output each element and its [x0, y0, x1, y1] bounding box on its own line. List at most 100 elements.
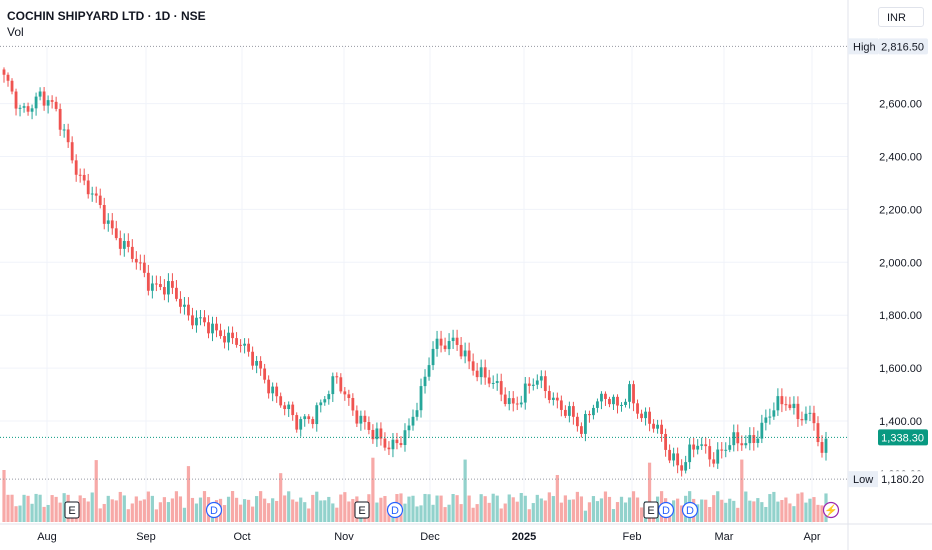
candle-body [363, 415, 367, 423]
candle-body [539, 376, 543, 381]
candle-body [736, 432, 740, 444]
dividend-marker[interactable]: D [657, 501, 675, 519]
volume-bar [551, 496, 555, 522]
volume-bar [134, 496, 138, 522]
candle-body [575, 416, 579, 427]
x-tick-label: Apr [803, 531, 820, 543]
candle-body [415, 410, 419, 417]
candle-body [323, 399, 327, 403]
candle-body [624, 401, 627, 405]
candle-body [804, 413, 808, 421]
volume-bar [579, 496, 584, 522]
candle-body [668, 449, 672, 461]
volume-bar [627, 497, 632, 522]
candle-body [612, 396, 615, 405]
candle-body [379, 428, 383, 439]
volume-legend[interactable]: Vol [7, 25, 24, 39]
candle-body [399, 443, 403, 446]
volume-bar [182, 507, 187, 522]
candle-body [162, 287, 166, 295]
high-label: High [853, 41, 876, 53]
volume-bar [379, 497, 383, 522]
volume-bar [816, 504, 820, 522]
candle-body [74, 160, 78, 175]
candle-body [628, 384, 631, 402]
volume-bar [475, 504, 479, 522]
volume-bar [154, 509, 158, 522]
volume-bar [623, 502, 628, 522]
candle-body [243, 343, 246, 346]
volume-bar [142, 499, 146, 522]
event-letter: ⚡ [824, 504, 838, 517]
candle-body [275, 386, 279, 397]
volume-bar [764, 506, 768, 522]
candle-body [50, 100, 54, 102]
candle-body [391, 439, 395, 450]
candle-body [567, 406, 571, 416]
event-letter: D [210, 505, 218, 517]
high-value: 2,816.50 [881, 41, 924, 53]
volume-bar [158, 502, 162, 522]
candle-body [708, 446, 712, 460]
candle-body [371, 429, 375, 440]
split-marker[interactable]: ⚡ [822, 501, 840, 519]
candle-body [46, 100, 50, 106]
candle-body [34, 96, 38, 109]
candle-body [724, 449, 728, 451]
candle-body [315, 405, 319, 425]
dividend-marker[interactable]: D [386, 501, 404, 519]
reference-lines [0, 45, 848, 480]
candle-body [507, 398, 511, 405]
candle-body [2, 69, 6, 75]
candle-body [223, 336, 226, 343]
volume-bar [591, 496, 596, 522]
time-axis[interactable]: Aug Sep Oct Nov Dec 2025 Feb Mar Apr [37, 531, 821, 543]
earnings-marker[interactable]: E [354, 501, 370, 519]
candle-body [142, 262, 146, 273]
volume-bar [46, 504, 50, 522]
volume-bar [595, 501, 600, 522]
volume-bar [740, 459, 744, 522]
volume-bar [768, 494, 772, 522]
candle-body [491, 382, 495, 384]
volume-bar [339, 494, 343, 522]
candle-body [455, 337, 459, 345]
volume-bar [146, 491, 150, 522]
candle-body [355, 410, 359, 424]
candle-body [712, 459, 716, 464]
candle-body [431, 348, 435, 366]
last-price-value: 1,338.30 [881, 432, 924, 444]
earnings-marker[interactable]: E [64, 501, 80, 519]
volume-bar [567, 499, 571, 522]
candle-body [551, 397, 555, 400]
candle-body [247, 343, 251, 352]
candle-body [555, 397, 559, 401]
candle-body [588, 413, 591, 416]
dividend-marker[interactable]: D [205, 501, 223, 519]
candle-body [62, 129, 66, 131]
candle-body [211, 323, 214, 334]
dividend-marker[interactable]: D [681, 501, 699, 519]
volume-bar [499, 508, 503, 522]
price-axis[interactable]: 1,400.00 1,600.00 1,800.00 2,000.00 2,200.00… [879, 99, 922, 481]
candle-body [215, 323, 218, 331]
volume-bar [523, 495, 527, 522]
y-tick-label: 2,600.00 [879, 99, 922, 111]
currency-selector[interactable]: INR [878, 7, 924, 27]
volume-bar [820, 505, 824, 522]
volume-bar [403, 503, 407, 522]
volume-bar [427, 494, 431, 522]
volume-bars [2, 457, 828, 522]
candle-body [495, 381, 499, 383]
candle-body [688, 444, 692, 463]
candle-body [812, 412, 816, 424]
volume-bar [716, 491, 720, 522]
volume-bar [311, 494, 315, 522]
event-markers[interactable]: E D E D DE D ⚡ [64, 501, 840, 519]
earnings-marker[interactable]: E [643, 501, 659, 519]
symbol-title[interactable]: COCHIN SHIPYARD LTD · 1D · NSE [7, 9, 206, 23]
candle-body [138, 262, 142, 264]
candle-body [303, 416, 307, 420]
candle-body [307, 416, 311, 420]
